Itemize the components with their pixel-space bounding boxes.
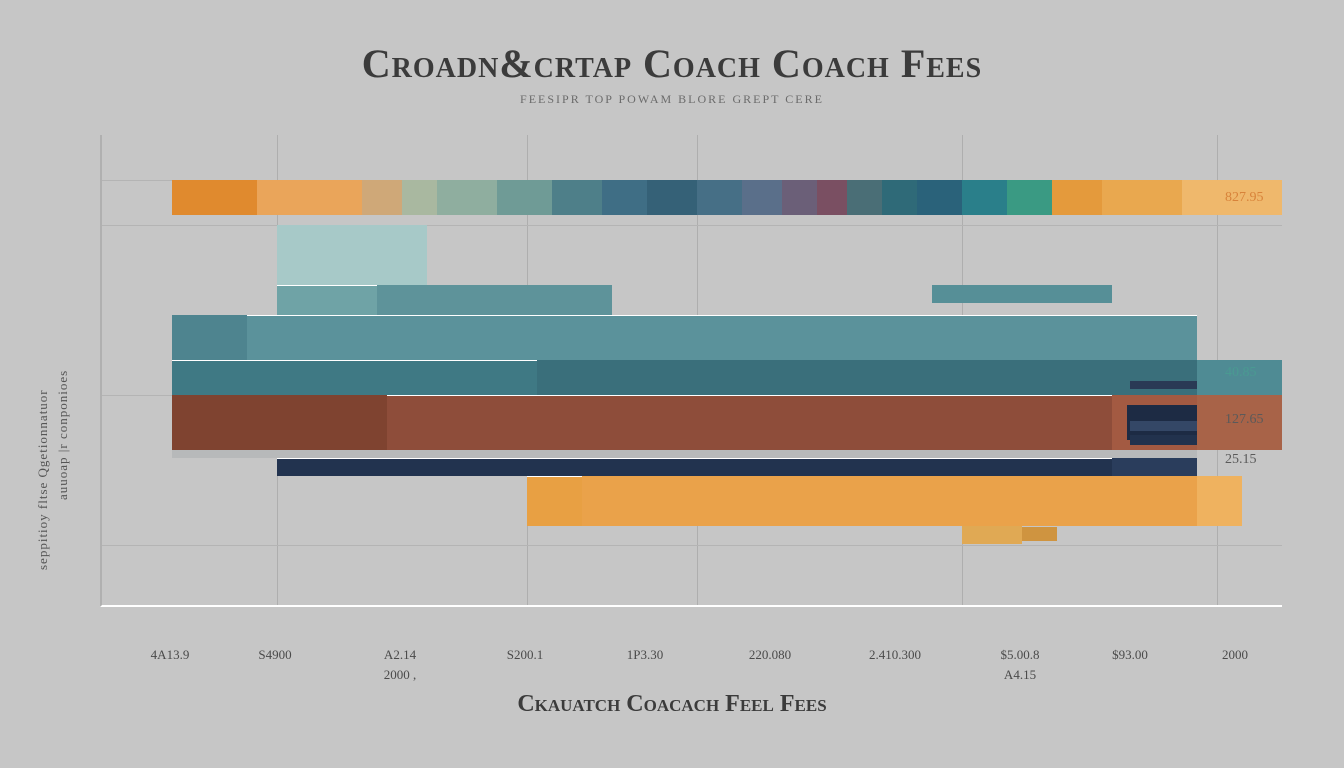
x-tick-label: S4900 xyxy=(258,647,291,663)
color-strip-segment xyxy=(362,180,402,215)
x-tick-sublabel: A4.15 xyxy=(1004,667,1036,683)
bar-segment xyxy=(172,315,247,360)
color-strip-segment xyxy=(647,180,697,215)
horizontal-gridline xyxy=(102,545,1282,546)
bar-segment xyxy=(932,285,1112,303)
chart-canvas: Croadn&crtap Coach Coach Fees FEESIPR TO… xyxy=(0,0,1344,768)
bar-segment xyxy=(1022,527,1057,541)
y-axis-title-1: seppitioy fltse Qgetionnatuor xyxy=(35,389,51,570)
x-tick-label: 2000 xyxy=(1222,647,1248,663)
value-label: 827.95 xyxy=(1225,190,1264,206)
color-strip-segment xyxy=(817,180,847,215)
color-strip-segment xyxy=(437,180,497,215)
color-strip-segment xyxy=(602,180,647,215)
color-strip-segment xyxy=(882,180,917,215)
color-strip-segment xyxy=(962,180,1007,215)
x-tick-label: $93.00 xyxy=(1112,647,1148,663)
bar-segment xyxy=(1130,381,1197,389)
color-strip-segment xyxy=(1102,180,1182,215)
color-strip-segment xyxy=(697,180,742,215)
bar-segment xyxy=(172,315,1197,360)
x-tick-label: 220.080 xyxy=(749,647,791,663)
color-strip-segment xyxy=(257,180,362,215)
bar-segment xyxy=(1130,435,1197,445)
bar-segment xyxy=(1130,421,1197,431)
x-tick-label: 4A13.9 xyxy=(151,647,190,663)
bar-segment xyxy=(962,526,1022,544)
value-label: 25.15 xyxy=(1225,452,1257,468)
color-strip-segment xyxy=(402,180,437,215)
x-tick-label: A2.14 xyxy=(384,647,416,663)
bar-segment xyxy=(1112,458,1197,476)
bar-segment xyxy=(582,476,1197,526)
value-label: 127.65 xyxy=(1225,412,1264,428)
color-strip-segment xyxy=(497,180,552,215)
color-strip-segment xyxy=(917,180,962,215)
x-tick-label: 2.410.300 xyxy=(869,647,921,663)
x-tick-label: 1P3.30 xyxy=(627,647,663,663)
bar-segment xyxy=(172,450,1197,458)
color-strip-segment xyxy=(1007,180,1052,215)
color-strip-segment xyxy=(1052,180,1102,215)
bar-segment xyxy=(1197,476,1242,526)
x-tick-label: $5.00.8 xyxy=(1001,647,1040,663)
x-axis-title: Ckauatch Coacach Feel Fees xyxy=(0,691,1344,718)
bar-segment xyxy=(172,395,387,450)
value-label: 40.85 xyxy=(1225,365,1257,381)
x-tick-label: S200.1 xyxy=(507,647,543,663)
color-strip-segment xyxy=(847,180,882,215)
plot-area xyxy=(100,135,1282,607)
y-axis-title-2: auuoap |r conponioes xyxy=(55,370,71,500)
color-strip-segment xyxy=(172,180,257,215)
color-strip-segment xyxy=(782,180,817,215)
color-strip-segment xyxy=(742,180,782,215)
bar-segment xyxy=(277,458,1112,476)
chart-subtitle: FEESIPR TOP POWAM BLORE GREPT CERE xyxy=(0,92,1344,107)
chart-title: Croadn&crtap Coach Coach Fees xyxy=(0,40,1344,87)
bar-segment xyxy=(537,360,1197,395)
bar-segment xyxy=(377,285,612,315)
color-strip-segment xyxy=(552,180,602,215)
x-tick-sublabel: 2000 , xyxy=(384,667,417,683)
bar-segment xyxy=(277,225,427,285)
